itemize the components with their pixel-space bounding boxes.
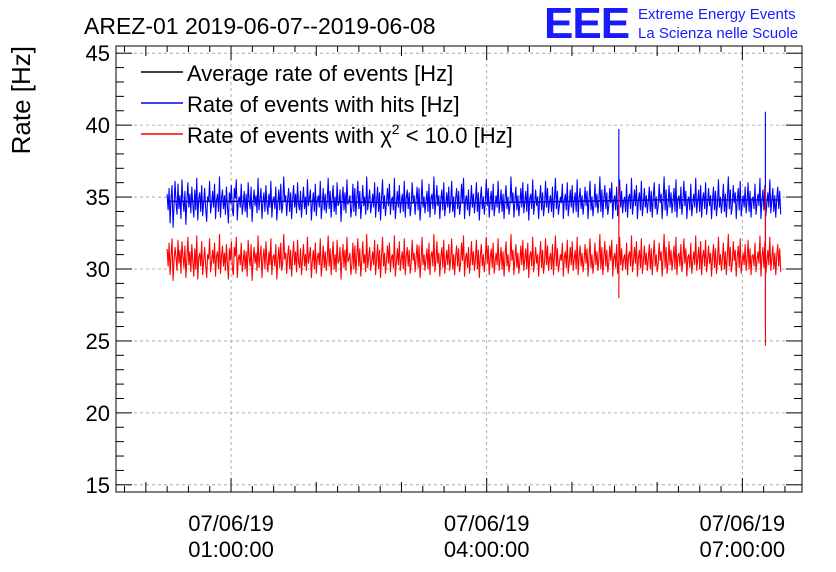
y-axis-label: Rate [Hz]	[6, 46, 36, 154]
y-tick-label: 15	[86, 473, 110, 498]
x-tick-date: 07/06/19	[444, 511, 530, 536]
y-tick-label: 35	[86, 185, 110, 210]
legend-label-chi2-suffix: < 10.0 [Hz]	[400, 123, 513, 148]
x-tick-date: 07/06/19	[700, 511, 786, 536]
axes: 1520253035404507/06/1901:00:0007/06/1904…	[86, 41, 802, 562]
x-tick-date: 07/06/19	[188, 511, 274, 536]
grid-lines	[116, 46, 802, 492]
series-chi2-line	[166, 185, 782, 346]
logo-line-1: Extreme Energy Events	[638, 6, 796, 23]
eee-logo: EEE Extreme Energy Events La Scienza nel…	[544, 0, 798, 48]
y-tick-label: 40	[86, 113, 110, 138]
legend-label-chi2: Rate of events with χ2 < 10.0 [Hz]	[187, 121, 513, 148]
legend-label-hits: Rate of events with hits [Hz]	[187, 92, 460, 117]
y-tick-label: 30	[86, 257, 110, 282]
legend-label-chi2-sup: 2	[392, 121, 400, 137]
series-layer	[166, 111, 782, 346]
series-hits-line	[166, 111, 782, 328]
legend: Average rate of events [Hz] Rate of even…	[141, 61, 513, 148]
legend-label-average: Average rate of events [Hz]	[187, 61, 453, 86]
logo-mark: EEE	[544, 0, 629, 48]
y-tick-label: 25	[86, 329, 110, 354]
x-tick-time: 07:00:00	[700, 537, 786, 562]
x-tick-time: 01:00:00	[188, 537, 274, 562]
logo-line-2: La Scienza nelle Scuole	[638, 25, 798, 42]
x-tick-time: 04:00:00	[444, 537, 530, 562]
chart-title: AREZ-01 2019-06-07--2019-06-08	[84, 13, 436, 39]
y-tick-label: 45	[86, 41, 110, 66]
legend-label-chi2-symbol: χ	[380, 123, 392, 148]
legend-label-chi2-prefix: Rate of events with	[187, 123, 380, 148]
y-tick-label: 20	[86, 401, 110, 426]
